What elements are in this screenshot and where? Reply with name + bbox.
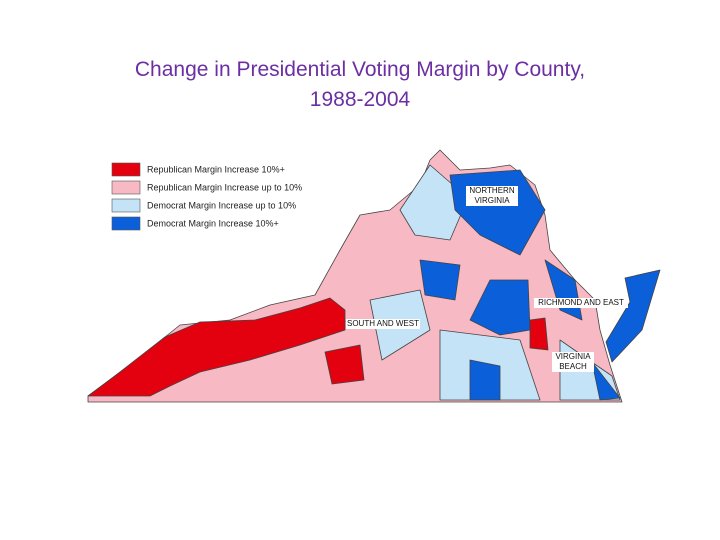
county-group (469, 279, 531, 336)
county-group (324, 344, 365, 385)
label-bg (346, 319, 420, 329)
legend: Republican Margin Increase 10%+ Republica… (111, 162, 302, 231)
legend-swatch (111, 180, 141, 195)
legend-label: Democrat Margin Increase 10%+ (147, 218, 279, 228)
legend-label: Republican Margin Increase up to 10% (147, 182, 302, 192)
label-bg (552, 352, 594, 372)
region-label: VIRGINIA (555, 352, 591, 361)
legend-swatch (111, 162, 141, 177)
region-labels: NORTHERN VIRGINIA RICHMOND AND EAST SOUT… (346, 186, 628, 372)
label-bg (534, 298, 628, 308)
region-label: VIRGINIA (474, 196, 510, 205)
region-label: SOUTH AND WEST (347, 319, 419, 328)
county-group (419, 259, 461, 301)
legend-swatch (111, 198, 141, 213)
legend-swatch (111, 216, 141, 231)
region-label: RICHMOND AND EAST (538, 298, 624, 307)
region-label: BEACH (559, 362, 587, 371)
legend-label: Democrat Margin Increase up to 10% (147, 200, 296, 210)
county-group (87, 297, 346, 397)
label-bg (466, 186, 518, 206)
eastern-shore (605, 269, 661, 363)
region-label: NORTHERN (469, 186, 514, 195)
title-line: 1988-2004 (310, 88, 411, 111)
title-line: Change in Presidential Voting Margin by … (135, 58, 585, 81)
county-group (591, 361, 621, 401)
county-group (469, 359, 501, 401)
legend-label: Republican Margin Increase 10%+ (147, 164, 285, 174)
county-group (529, 317, 549, 351)
